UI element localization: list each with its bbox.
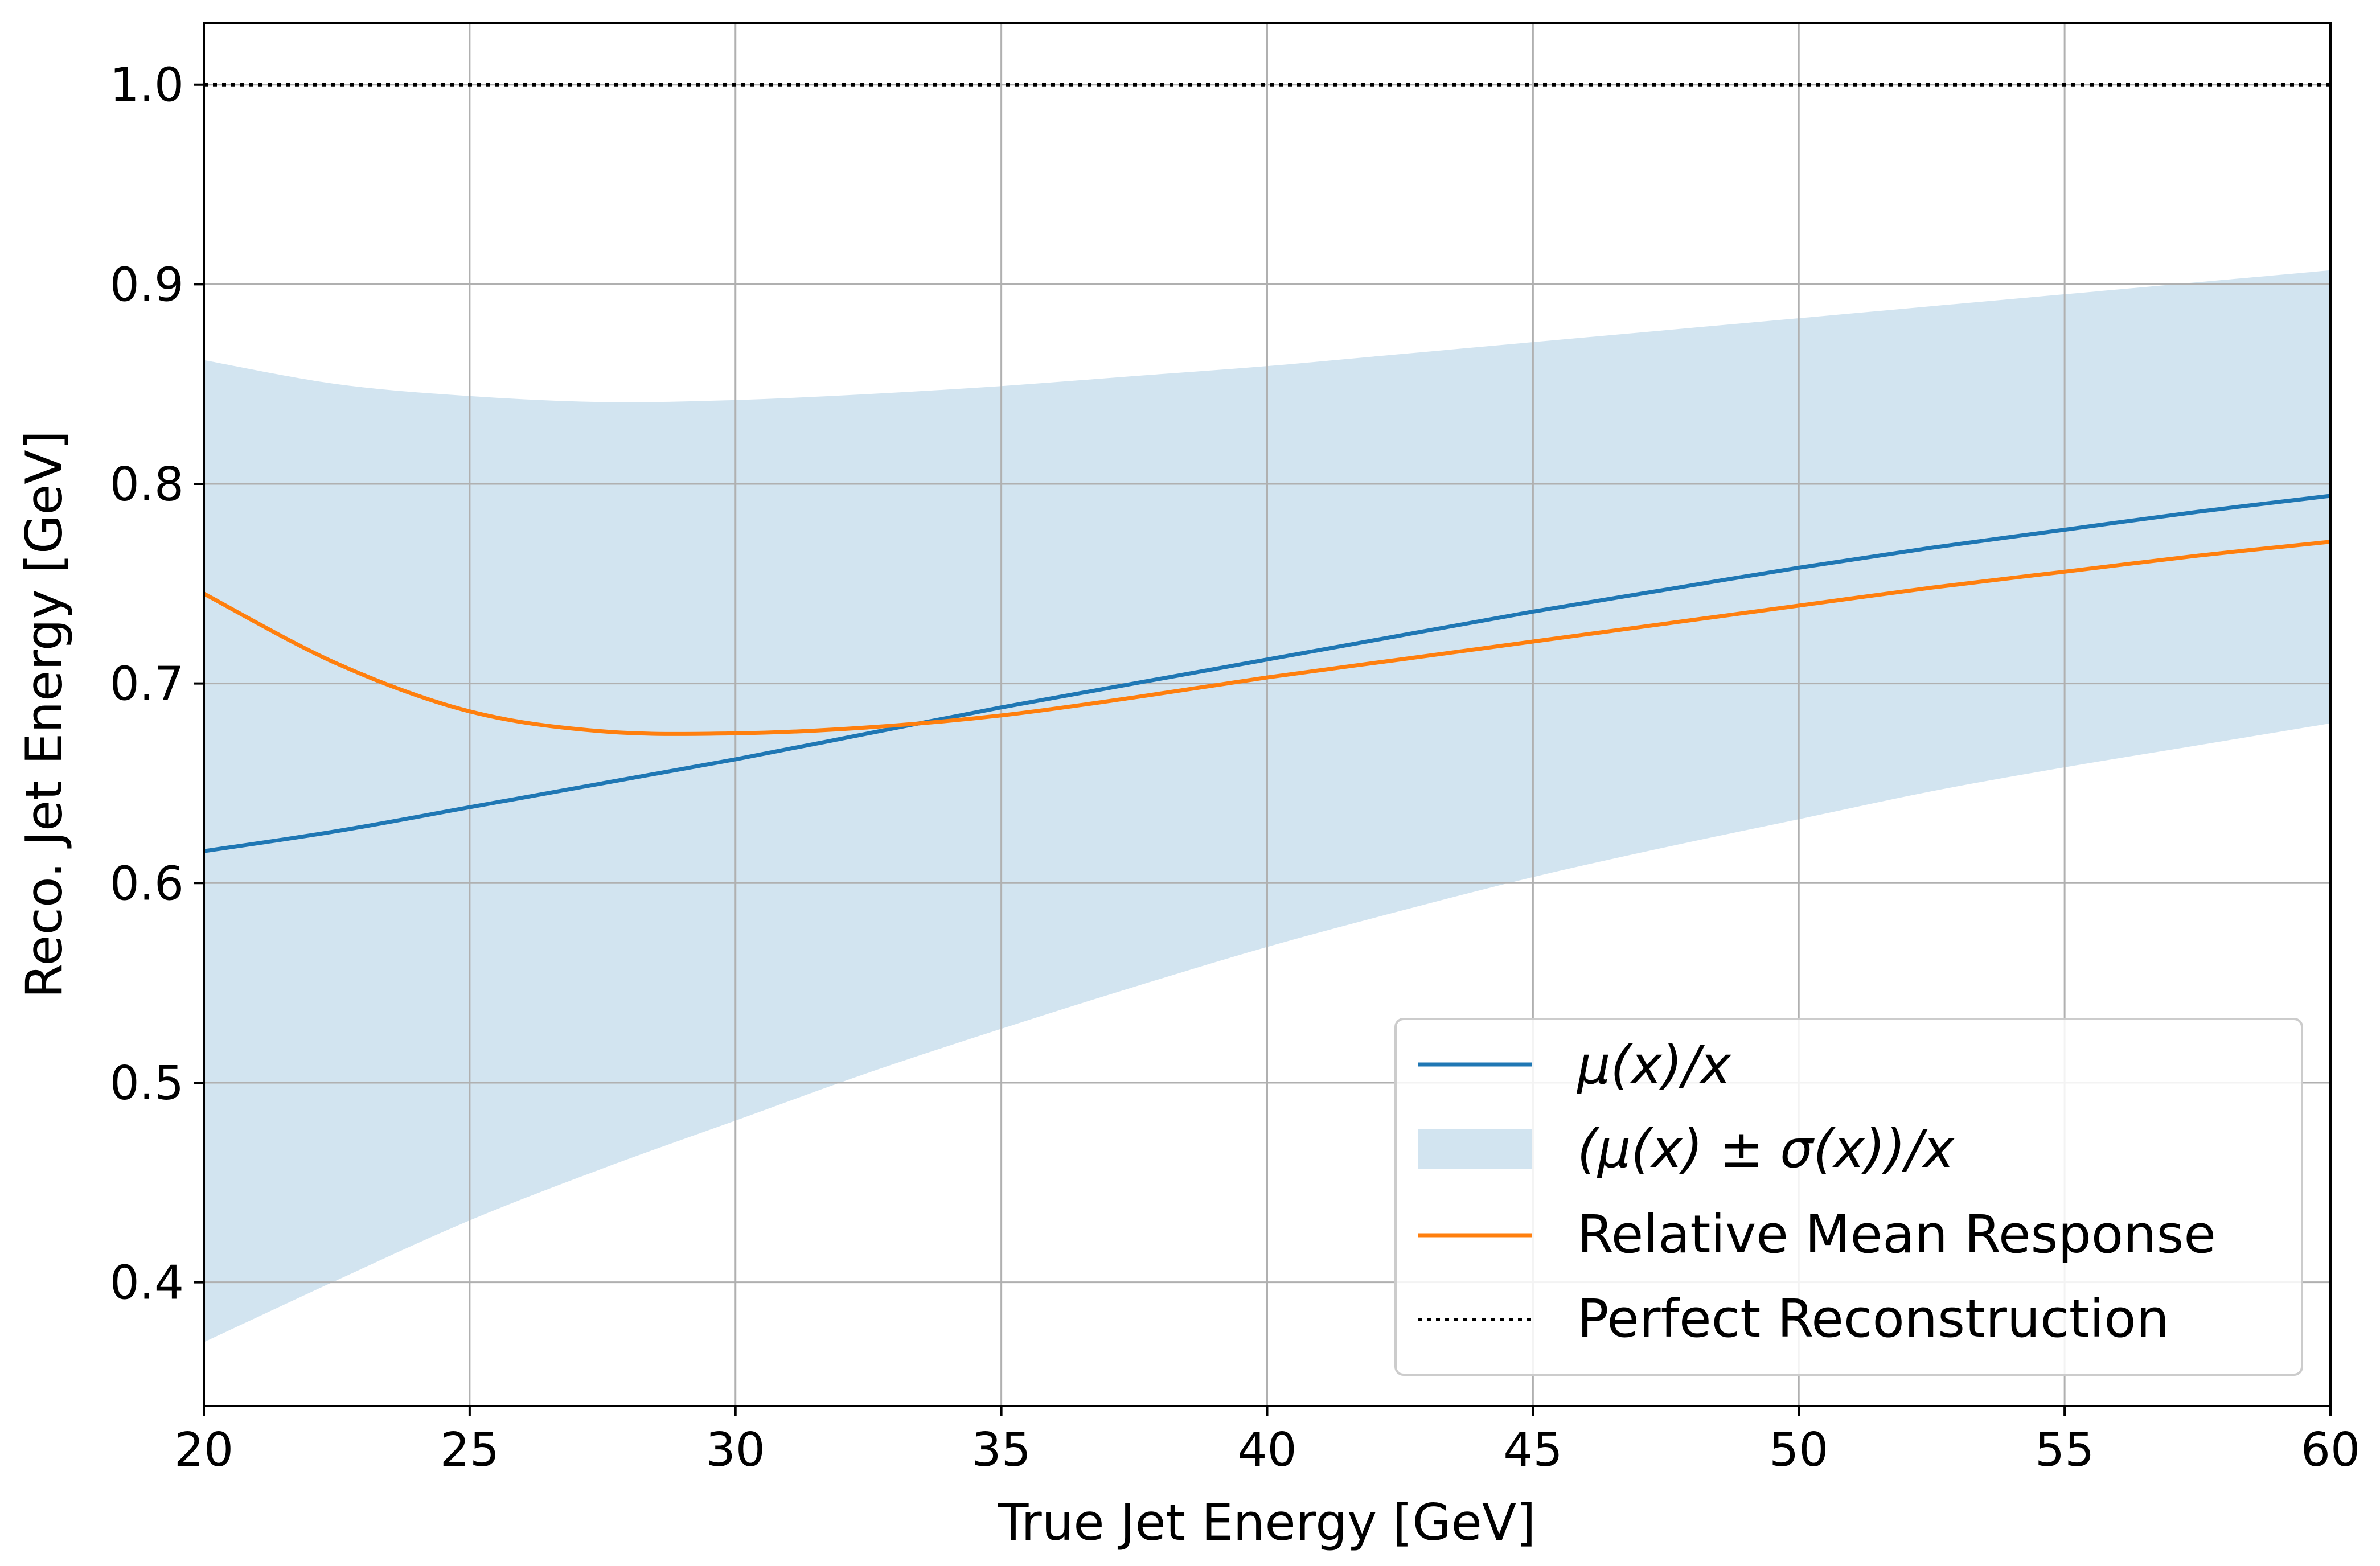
legend: μ(x)/x (μ(x) ± σ(x))/x Relative Mean Res… bbox=[1394, 1018, 2303, 1376]
y-tick-label-1: 0.5 bbox=[110, 1057, 184, 1111]
legend-handle-band bbox=[1418, 1129, 1532, 1169]
x-tick-label-5: 45 bbox=[1503, 1423, 1562, 1477]
x-tick-label-2: 30 bbox=[706, 1423, 765, 1477]
line-series-0 bbox=[203, 494, 2331, 853]
y-tick-label-2: 0.6 bbox=[110, 857, 184, 911]
legend-box bbox=[1394, 1018, 2303, 1376]
line-layer bbox=[203, 83, 2331, 853]
legend-label-band: (μ(x) ± σ(x))/x bbox=[1577, 1119, 1955, 1179]
x-tick-label-0: 20 bbox=[174, 1423, 233, 1477]
legend-label-relative: Relative Mean Response bbox=[1577, 1204, 2216, 1265]
y-tick-label-3: 0.7 bbox=[110, 657, 184, 712]
x-axis-label: True Jet Energy [GeV] bbox=[998, 1493, 1536, 1552]
y-tick-label-0: 0.4 bbox=[110, 1256, 184, 1310]
line-series-2 bbox=[203, 540, 2331, 736]
legend-label-mu: μ(x)/x bbox=[1576, 1035, 1732, 1096]
x-tick-label-4: 40 bbox=[1237, 1423, 1296, 1477]
legend-label-perfect: Perfect Reconstruction bbox=[1577, 1288, 2169, 1349]
tick-layer: 20 25 30 35 40 45 50 55 60 0.4 0.5 0.6 0.7 0.8 0.9 1.0 bbox=[110, 59, 2361, 1477]
y-tick-label-4: 0.8 bbox=[110, 458, 184, 512]
x-tick-label-3: 35 bbox=[971, 1423, 1031, 1477]
y-axis-label: Reco. Jet Energy [GeV] bbox=[15, 430, 73, 998]
y-tick-label-5: 0.9 bbox=[110, 258, 184, 312]
x-tick-label-7: 55 bbox=[2035, 1423, 2094, 1477]
x-tick-label-1: 25 bbox=[440, 1423, 499, 1477]
y-tick-label-6: 1.0 bbox=[110, 59, 184, 113]
x-tick-label-6: 50 bbox=[1769, 1423, 1828, 1477]
x-tick-label-8: 60 bbox=[2301, 1423, 2360, 1477]
